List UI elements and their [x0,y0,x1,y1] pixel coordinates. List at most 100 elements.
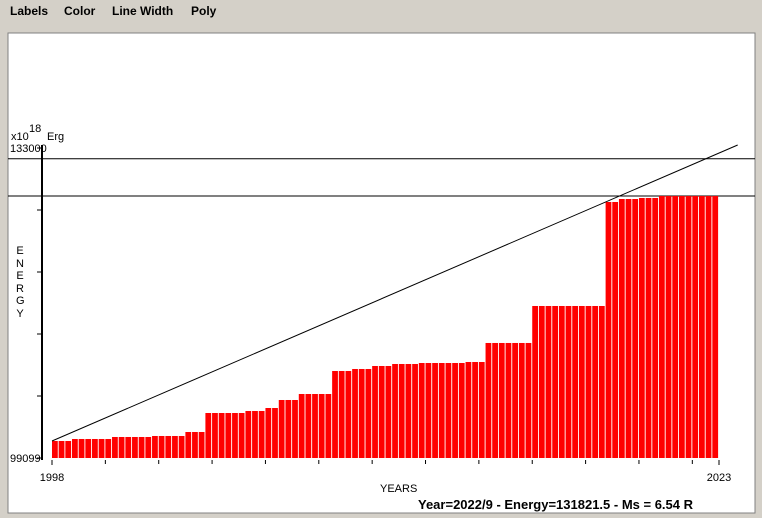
bar [372,365,378,458]
bar [465,362,472,458]
bar [72,438,78,458]
y-unit-base: x10 [11,131,29,143]
bar [712,195,719,459]
bar [492,342,498,458]
x-tick-label: 1998 [40,472,64,484]
bar [318,393,325,458]
bar [412,363,418,458]
bar [578,305,585,458]
bar [638,197,645,458]
bar [305,393,312,458]
bar [612,201,619,458]
bar [425,363,432,458]
bar [218,413,225,458]
menu-item[interactable]: Labels [10,4,48,18]
bar [452,363,458,458]
bar [125,436,132,458]
bar [678,195,685,459]
bar [172,435,178,458]
bar [312,393,318,458]
bar [278,399,285,458]
bar [232,413,238,458]
bar [98,438,105,458]
menu-item[interactable]: Color [64,4,96,18]
bar [565,305,572,458]
bar [552,305,559,458]
bar [338,371,345,458]
bar [165,435,172,458]
bar [458,363,465,458]
bar [532,305,539,458]
bar [132,436,138,458]
bar [545,305,552,458]
bar [185,432,192,458]
bar [398,363,405,458]
bar [212,413,218,458]
trend-line [51,144,738,442]
y-axis-label: ENERGY [16,245,25,320]
bar [378,365,385,458]
bar [112,436,118,458]
bar [385,365,392,458]
bar [118,436,125,458]
y-unit-exponent: 18 [29,123,41,135]
bar [432,363,438,458]
bar [332,371,338,458]
bar [245,410,252,458]
bar [418,363,425,458]
y-tick-label: 99099 [10,453,41,465]
bar [618,198,625,458]
bar [558,305,565,458]
bar [478,362,485,458]
bar [572,305,579,458]
bar [392,363,398,458]
bar [238,413,245,458]
bar [658,195,665,459]
bar [78,438,85,458]
bar [645,197,652,458]
bar [525,342,532,458]
bar [198,432,205,458]
bar [605,201,612,458]
bar [445,363,452,458]
menu-item[interactable]: Poly [191,4,217,18]
bar [258,410,265,458]
bar [692,195,699,459]
menu-item[interactable]: Line Width [112,4,173,18]
bar [325,393,332,458]
bar [585,305,592,458]
bar [292,399,298,458]
bar [192,432,198,458]
bar [52,441,58,458]
bar [352,368,358,458]
bar [85,438,92,458]
bar [345,371,352,458]
bar [405,363,412,458]
bar [205,413,212,458]
bar [485,342,492,458]
bar [505,342,512,458]
bar [265,407,272,458]
bar [632,198,639,458]
bar [665,195,672,459]
bar [698,195,705,459]
bar [365,368,372,458]
bar [438,363,445,458]
bar [518,342,525,458]
bar [652,197,659,458]
bar [285,399,292,458]
bar [152,435,158,458]
bar [538,305,545,458]
bar [672,195,679,459]
bar [512,342,518,458]
x-tick-label: 2023 [707,472,731,484]
bar [685,195,692,459]
bar [472,362,478,458]
bar [252,410,258,458]
x-axis-label: YEARS [380,483,417,495]
bar [178,435,185,458]
bar [498,342,505,458]
bar [138,436,145,458]
bar [92,438,98,458]
